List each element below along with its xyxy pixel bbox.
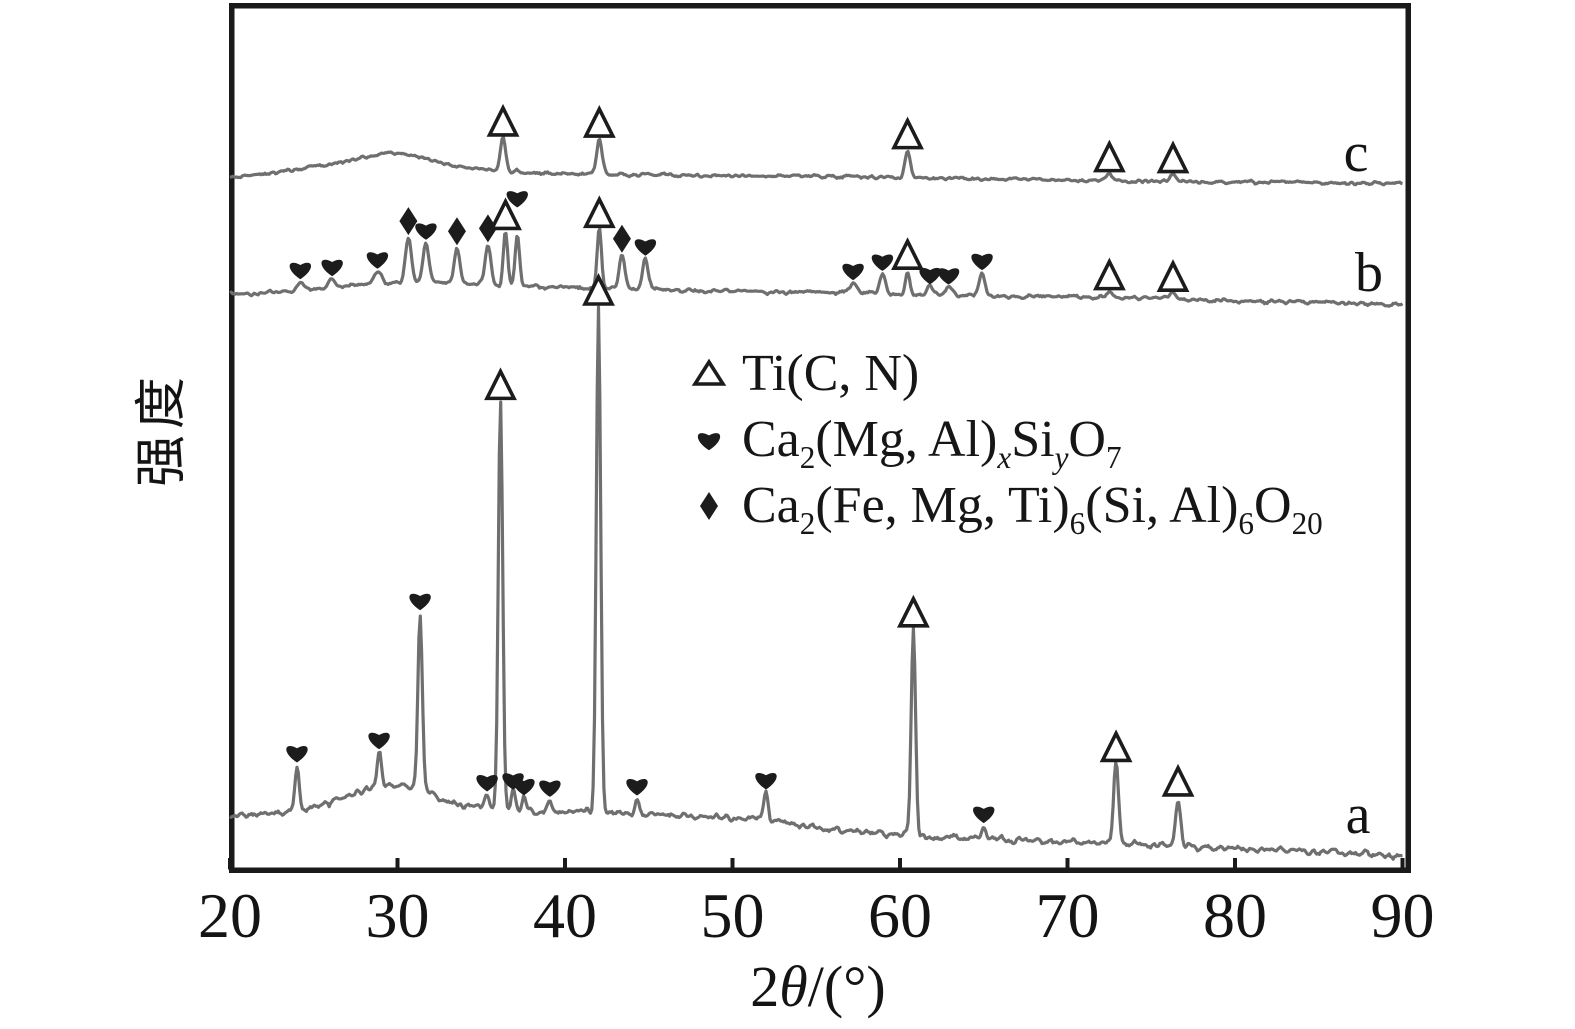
marker-triangle xyxy=(484,367,517,401)
legend-item-triangle: Ti(C, N) xyxy=(742,345,920,402)
marker-triangle xyxy=(896,594,930,628)
marker-heart xyxy=(973,806,995,824)
legend-heart-icon xyxy=(697,433,721,451)
marker-heart xyxy=(415,223,437,240)
x-tick-label: 60 xyxy=(868,880,932,951)
marker-heart xyxy=(634,239,657,256)
series-c-curve xyxy=(229,135,1403,187)
marker-diamond xyxy=(478,214,497,243)
marker-triangle xyxy=(1092,139,1126,173)
marker-heart xyxy=(842,263,864,281)
marker-heart xyxy=(506,191,528,208)
series-label-c: c xyxy=(1344,122,1369,184)
plot-border xyxy=(229,3,1411,873)
series-label-a: a xyxy=(1346,784,1371,846)
marker-triangle xyxy=(1092,257,1126,291)
marker-heart xyxy=(626,779,648,796)
marker-heart xyxy=(321,259,343,277)
legend: Ti(C, N) Ca2(Mg, Al)xSiyO7 Ca2(Fe, Mg, Ti)… xyxy=(742,341,1323,539)
marker-heart xyxy=(971,253,993,271)
series-b-curve xyxy=(229,227,1404,308)
marker-heart xyxy=(937,268,960,285)
marker-triangle xyxy=(582,104,616,138)
x-tick-label: 30 xyxy=(366,880,430,951)
marker-diamond xyxy=(612,224,631,253)
marker-triangle xyxy=(582,195,616,229)
marker-heart xyxy=(755,773,777,790)
marker-heart xyxy=(289,262,312,280)
marker-heart xyxy=(366,252,389,269)
marker-triangle xyxy=(1156,259,1190,292)
x-tick-label: 90 xyxy=(1371,880,1435,951)
x-axis-title: 2θ/(°) xyxy=(750,954,886,1019)
marker-heart xyxy=(476,775,498,792)
legend-diamond-icon xyxy=(700,492,718,520)
marker-triangle xyxy=(1156,140,1190,174)
marker-heart xyxy=(539,780,561,797)
marker-triangle xyxy=(582,272,615,306)
marker-triangle xyxy=(486,103,520,137)
marker-heart xyxy=(919,267,941,285)
series-label-b: b xyxy=(1355,242,1383,304)
marker-heart xyxy=(871,254,894,271)
marker-heart xyxy=(513,778,535,796)
marker-triangle xyxy=(891,237,924,271)
x-tick-label: 50 xyxy=(701,880,765,951)
marker-heart xyxy=(409,593,431,611)
legend-item-heart: Ca2(Mg, Al)xSiyO7 xyxy=(742,411,1122,475)
x-tick-label: 70 xyxy=(1036,880,1100,951)
marker-heart xyxy=(286,746,308,763)
y-axis-title: 强度 xyxy=(134,371,191,488)
x-tick-label: 40 xyxy=(533,880,597,951)
marker-triangle xyxy=(1161,763,1195,797)
x-tick-label: 80 xyxy=(1203,880,1267,951)
marker-heart xyxy=(368,732,390,750)
marker-diamond xyxy=(399,207,418,236)
marker-triangle xyxy=(489,197,522,231)
marker-triangle xyxy=(891,116,924,150)
marker-diamond xyxy=(447,217,466,246)
marker-triangle xyxy=(1099,729,1133,763)
legend-item-diamond: Ca2(Fe, Mg, Ti)6(Si, Al)6O20 xyxy=(742,477,1323,541)
legend-triangle-icon xyxy=(691,358,727,386)
x-tick-label: 20 xyxy=(198,880,262,951)
series-a-curve xyxy=(229,305,1403,861)
